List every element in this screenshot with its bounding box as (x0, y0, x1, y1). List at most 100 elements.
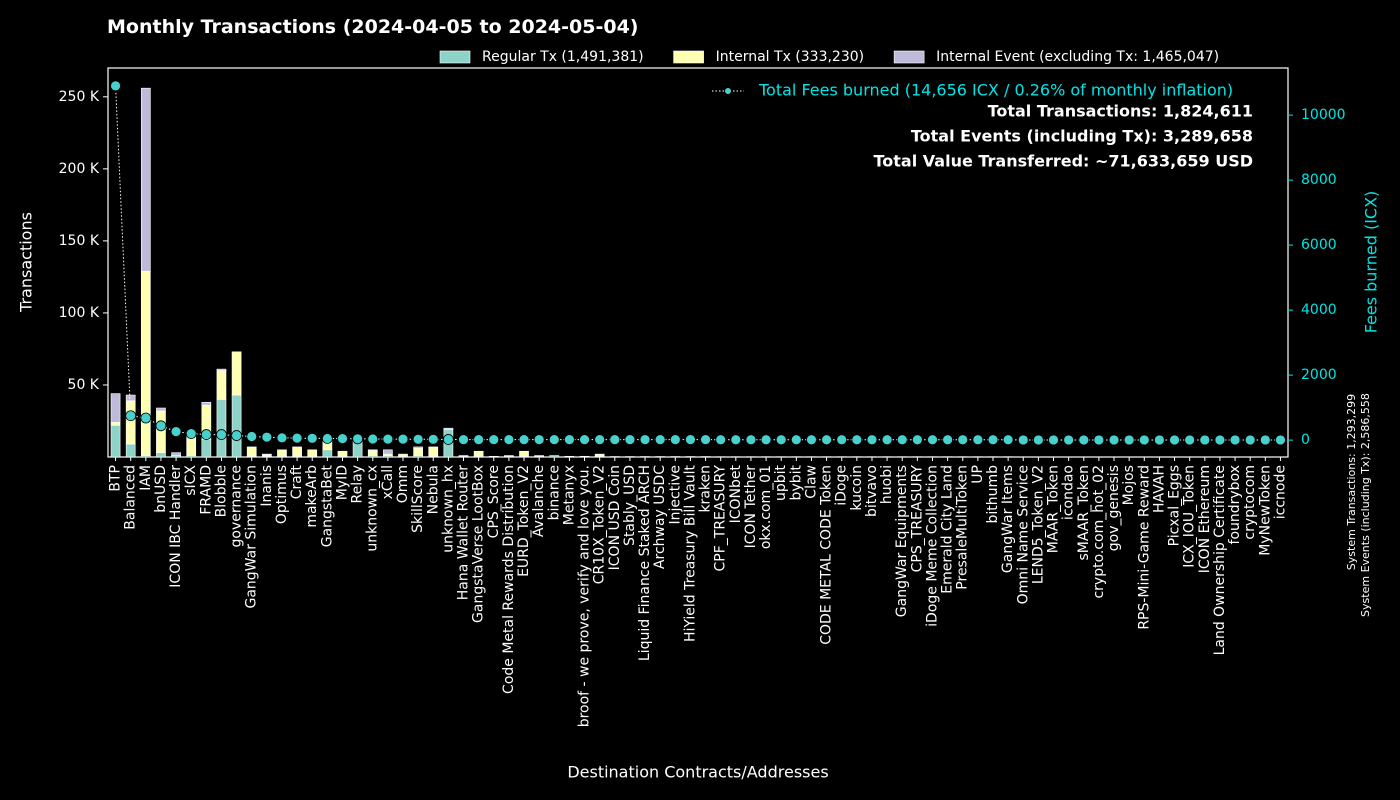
x-tick-label: HiYield Treasury Bill Vault (682, 464, 698, 642)
fee-marker (1214, 434, 1226, 446)
x-tick-label: crypto.com_hot_02 (1091, 465, 1107, 599)
x-tick-label: bithumb (985, 465, 1001, 524)
bar-segment (246, 446, 257, 457)
x-tick-label: foundrybox (1227, 465, 1243, 544)
fee-marker (1017, 434, 1029, 446)
fee-marker (1244, 434, 1256, 446)
fee-marker (458, 434, 469, 446)
fee-marker (367, 433, 379, 445)
fee-marker (760, 434, 772, 446)
fee-marker (246, 431, 258, 442)
x-tick-label: EURD_Token_V2 (516, 465, 532, 577)
x-tick-label: GangstaBet (319, 464, 335, 547)
fee-marker (321, 433, 333, 444)
x-tick-label: xCall (380, 465, 396, 499)
x-tick-label: Land Ownership Certificate (1212, 465, 1228, 655)
legend-label: Total Fees burned (14,656 ICX / 0.26% of… (758, 81, 1233, 100)
x-tick-label: ICX_IOU_Token (1182, 465, 1198, 568)
fee-marker (397, 433, 409, 445)
x-tick-label: CR10X_Token_V2 (592, 465, 608, 584)
x-tick-label: PresaleMultiToken (955, 465, 971, 590)
x-tick-label: upbit (773, 464, 789, 501)
fee-marker (790, 434, 802, 446)
bar-segment (125, 443, 136, 458)
x-tick-label: ICONbet (728, 464, 744, 523)
x-tick-label: MyNewToken (1257, 465, 1273, 556)
bar-segment (110, 393, 121, 423)
fee-marker (231, 430, 242, 441)
fee-marker (518, 434, 530, 446)
bar-segment (594, 453, 605, 457)
fee-marker (1032, 434, 1044, 446)
x-tick-label: GangWar Items (1000, 465, 1016, 573)
fee-marker (1259, 434, 1271, 446)
bar-segment (367, 449, 378, 451)
x-tick-label: makeArb (304, 465, 320, 528)
bar-segment (549, 455, 560, 458)
bar-segment (216, 399, 227, 458)
fee-marker (579, 434, 590, 446)
fee-marker (185, 428, 197, 440)
fee-marker (110, 80, 121, 92)
x-tick-label: Archway USDC (652, 465, 668, 569)
x-tick-label: kraken (698, 465, 714, 513)
bar-segment (110, 425, 121, 458)
legend-swatch (673, 50, 704, 64)
bar-segment (398, 453, 408, 457)
fee-marker (806, 434, 817, 446)
fee-marker (700, 434, 711, 446)
annotation: Total Events (including Tx): 3,289,658 (911, 127, 1253, 146)
bar-segment (367, 450, 378, 456)
fee-marker (987, 434, 999, 446)
bar-segment (262, 453, 272, 456)
bar-segment (216, 368, 227, 371)
fee-marker (216, 429, 227, 440)
fee-marker (533, 434, 545, 446)
plot-frame (107, 67, 1289, 458)
bar-segment (428, 446, 439, 457)
x-tick-label: ICON Tether (743, 465, 759, 549)
fee-marker (639, 434, 651, 446)
x-tick-label: Picxal_Eggs (1167, 465, 1183, 546)
annotation: Total Value Transferred: ~71,633,659 USD (874, 152, 1254, 171)
fee-marker (488, 434, 500, 446)
x-tick-label: Mojos (1121, 465, 1137, 505)
x-tick-label: Inanis (259, 465, 275, 507)
fee-marker (548, 434, 560, 446)
fee-marker (1154, 434, 1165, 446)
x-tick-label: iDoge (834, 465, 850, 506)
bar-segment (156, 407, 166, 412)
fee-marker (957, 434, 969, 446)
fee-marker (821, 434, 832, 446)
bar-segment (519, 450, 529, 457)
x-tick-label: kucoin (849, 465, 865, 511)
bar-segment (443, 427, 454, 430)
x-tick-label: MAAR_Token (1046, 465, 1062, 553)
fee-marker (125, 410, 137, 422)
y2-tick-label: 10000 (1301, 107, 1346, 123)
x-tick-label: UP (970, 465, 986, 484)
x-tick-label: Liquid Finance Staked ARCH (637, 465, 653, 661)
y-tick-label: 150 K (59, 233, 100, 249)
bar-segment (125, 394, 136, 402)
x-tick-label: BTP (108, 465, 124, 492)
x-tick-label: okx.com_01 (758, 465, 774, 549)
fee-marker (200, 429, 212, 440)
x-tick-label: gov_genesis (1106, 465, 1122, 551)
x-tick-label: Injective (667, 465, 683, 524)
y2-tick-label: 4000 (1301, 302, 1337, 318)
x-tick-label: ICON IBC Handler (168, 465, 184, 588)
x-tick-label: broof - we prove, verify and love you. (577, 465, 593, 727)
bar-segment (277, 449, 287, 457)
x-tick-label: Claw (803, 465, 819, 499)
side-note: System Transactions: 1,293,299 (1345, 394, 1358, 570)
fee-marker (1063, 434, 1075, 446)
fee-marker (503, 434, 515, 446)
x-tick-label: GangWar Simulation (244, 465, 260, 609)
y-tick-label: 100 K (59, 305, 100, 321)
x-tick-label: sMAAR_Token (1076, 465, 1092, 560)
y-tick-label: 250 K (59, 89, 100, 105)
fee-marker (261, 431, 273, 443)
bar-segment (292, 446, 302, 457)
